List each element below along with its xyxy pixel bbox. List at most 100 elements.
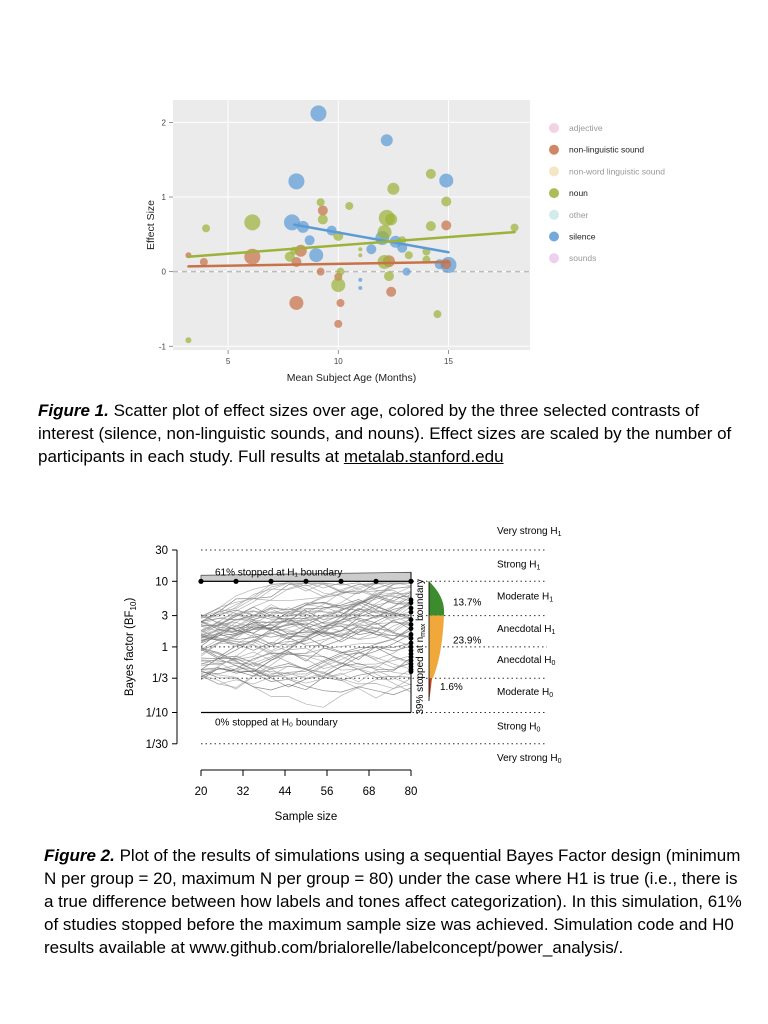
upper-stop-point [338, 578, 344, 584]
y-tick-label: 2 [162, 118, 167, 127]
data-point [336, 267, 345, 276]
legend-label: noun [569, 188, 588, 198]
simulation-trajectory [200, 584, 412, 619]
evidence-category-main: Very strong H [497, 526, 558, 537]
nmax-stop-point [408, 648, 414, 653]
simulation-trajectory [200, 646, 412, 699]
evidence-category-label: Strong H1 [497, 559, 540, 571]
figure-1-caption-label: Figure 1. [38, 401, 109, 420]
legend-swatch [549, 188, 559, 199]
simulation-trajectory [200, 617, 412, 642]
nmax-label-main: 39% stopped at n [415, 637, 426, 715]
evidence-category-sub: 0 [558, 758, 562, 765]
data-point [439, 173, 454, 188]
evidence-category-main: Strong H [497, 722, 536, 733]
data-point [288, 173, 305, 190]
evidence-category-label: Very strong H0 [497, 753, 562, 765]
lower-boundary-label: 0% stopped at H₀ boundary [215, 718, 338, 729]
nmax-stop-point [408, 626, 414, 632]
simulation-trajectory [200, 619, 412, 652]
x-tick-label: 68 [363, 786, 376, 798]
nmax-boundary-label: 39% stopped at nmax boundary [415, 579, 427, 715]
series-noun [185, 168, 519, 344]
simulation-trajectory [200, 650, 412, 690]
data-point [185, 337, 192, 344]
simulation-trajectory [200, 590, 412, 623]
simulation-trajectory [200, 609, 412, 678]
x-tick-label: 20 [195, 786, 208, 798]
legend-label: non-word linguistic sound [569, 166, 665, 176]
trend-line [187, 260, 450, 268]
y-axis-label-close: ) [124, 598, 136, 602]
data-point [441, 196, 452, 207]
upper-stop-point [373, 578, 379, 584]
y-tick-label: 30 [155, 545, 168, 557]
simulation-trajectory [200, 582, 412, 617]
data-point [309, 248, 324, 263]
simulation-trajectory [200, 593, 412, 631]
legend-swatch [549, 123, 559, 133]
evidence-category-sub: 1 [551, 629, 555, 636]
percent-moderate-h0: 1.6% [440, 682, 463, 693]
evidence-category-label: Moderate H0 [497, 687, 553, 699]
evidence-category-main: Moderate H [497, 687, 549, 698]
trend-line [187, 230, 516, 258]
simulation-trajectory [200, 648, 412, 696]
data-point [425, 168, 436, 179]
nmax-stop-point [408, 617, 414, 623]
legend-label: non-linguistic sound [569, 145, 644, 155]
y-tick-label: 1/10 [146, 708, 168, 720]
data-point [331, 278, 346, 293]
data-point [310, 105, 327, 122]
upper-stop-point [233, 578, 239, 584]
simulation-trajectory [200, 610, 412, 637]
simulation-trajectory [200, 600, 412, 651]
percent-anecdotal: 23.9% [453, 636, 481, 647]
data-point [404, 251, 413, 260]
nmax-label-suffix: boundary [415, 579, 426, 623]
y-axis-label: Bayes factor (BF10) [124, 598, 138, 697]
data-point [289, 295, 304, 310]
upper-stop-point [268, 578, 274, 584]
simulation-trajectory [200, 620, 412, 670]
simulation-trajectory [200, 627, 412, 655]
legend-swatch [549, 166, 559, 177]
data-point [358, 247, 363, 252]
x-axis-label: Mean Subject Age (Months) [287, 372, 417, 384]
simulation-trajectory [200, 605, 412, 628]
simulation-trajectory [200, 586, 412, 625]
simulation-trajectory [200, 633, 412, 688]
figure-1-caption: Figure 1. Scatter plot of effect sizes o… [38, 399, 738, 468]
simulation-trajectory [200, 610, 412, 628]
data-point [244, 214, 261, 231]
simulation-trajectory [200, 642, 412, 693]
evidence-category-sub: 1 [558, 531, 562, 538]
percent-moderate-h1: 13.7% [453, 597, 481, 608]
simulation-trajectory [200, 617, 412, 661]
evidence-category-label: Moderate H1 [497, 592, 553, 604]
x-tick-label: 32 [237, 786, 250, 798]
nmax-stop-point [408, 632, 414, 637]
legend: adjective non-linguistic sound non-word li… [549, 123, 665, 264]
data-point [317, 205, 328, 216]
figure-1-scatter-plot: -1 0 1 2 5 10 15 Mean Subject Age (Months) Effec… [145, 100, 665, 384]
data-point [387, 182, 400, 195]
y-tick-label: 1/30 [146, 739, 168, 751]
legend-label: other [569, 210, 589, 220]
simulation-trajectory [200, 596, 412, 635]
data-point [304, 235, 315, 246]
distribution-moderate-h0 [429, 678, 432, 701]
data-point [334, 319, 343, 328]
legend-swatch [549, 231, 559, 242]
data-point [345, 201, 354, 210]
simulation-trajectory [200, 642, 412, 678]
nmax-stop-point [408, 622, 414, 627]
simulation-trajectory [200, 603, 412, 632]
data-point [358, 253, 363, 258]
x-tick-label: 15 [444, 357, 453, 366]
evidence-category-sub: 0 [536, 727, 540, 734]
simulation-trajectory [200, 647, 412, 678]
metalab-link[interactable]: metalab.stanford.edu [343, 447, 504, 466]
simulation-trajectory [200, 582, 412, 643]
